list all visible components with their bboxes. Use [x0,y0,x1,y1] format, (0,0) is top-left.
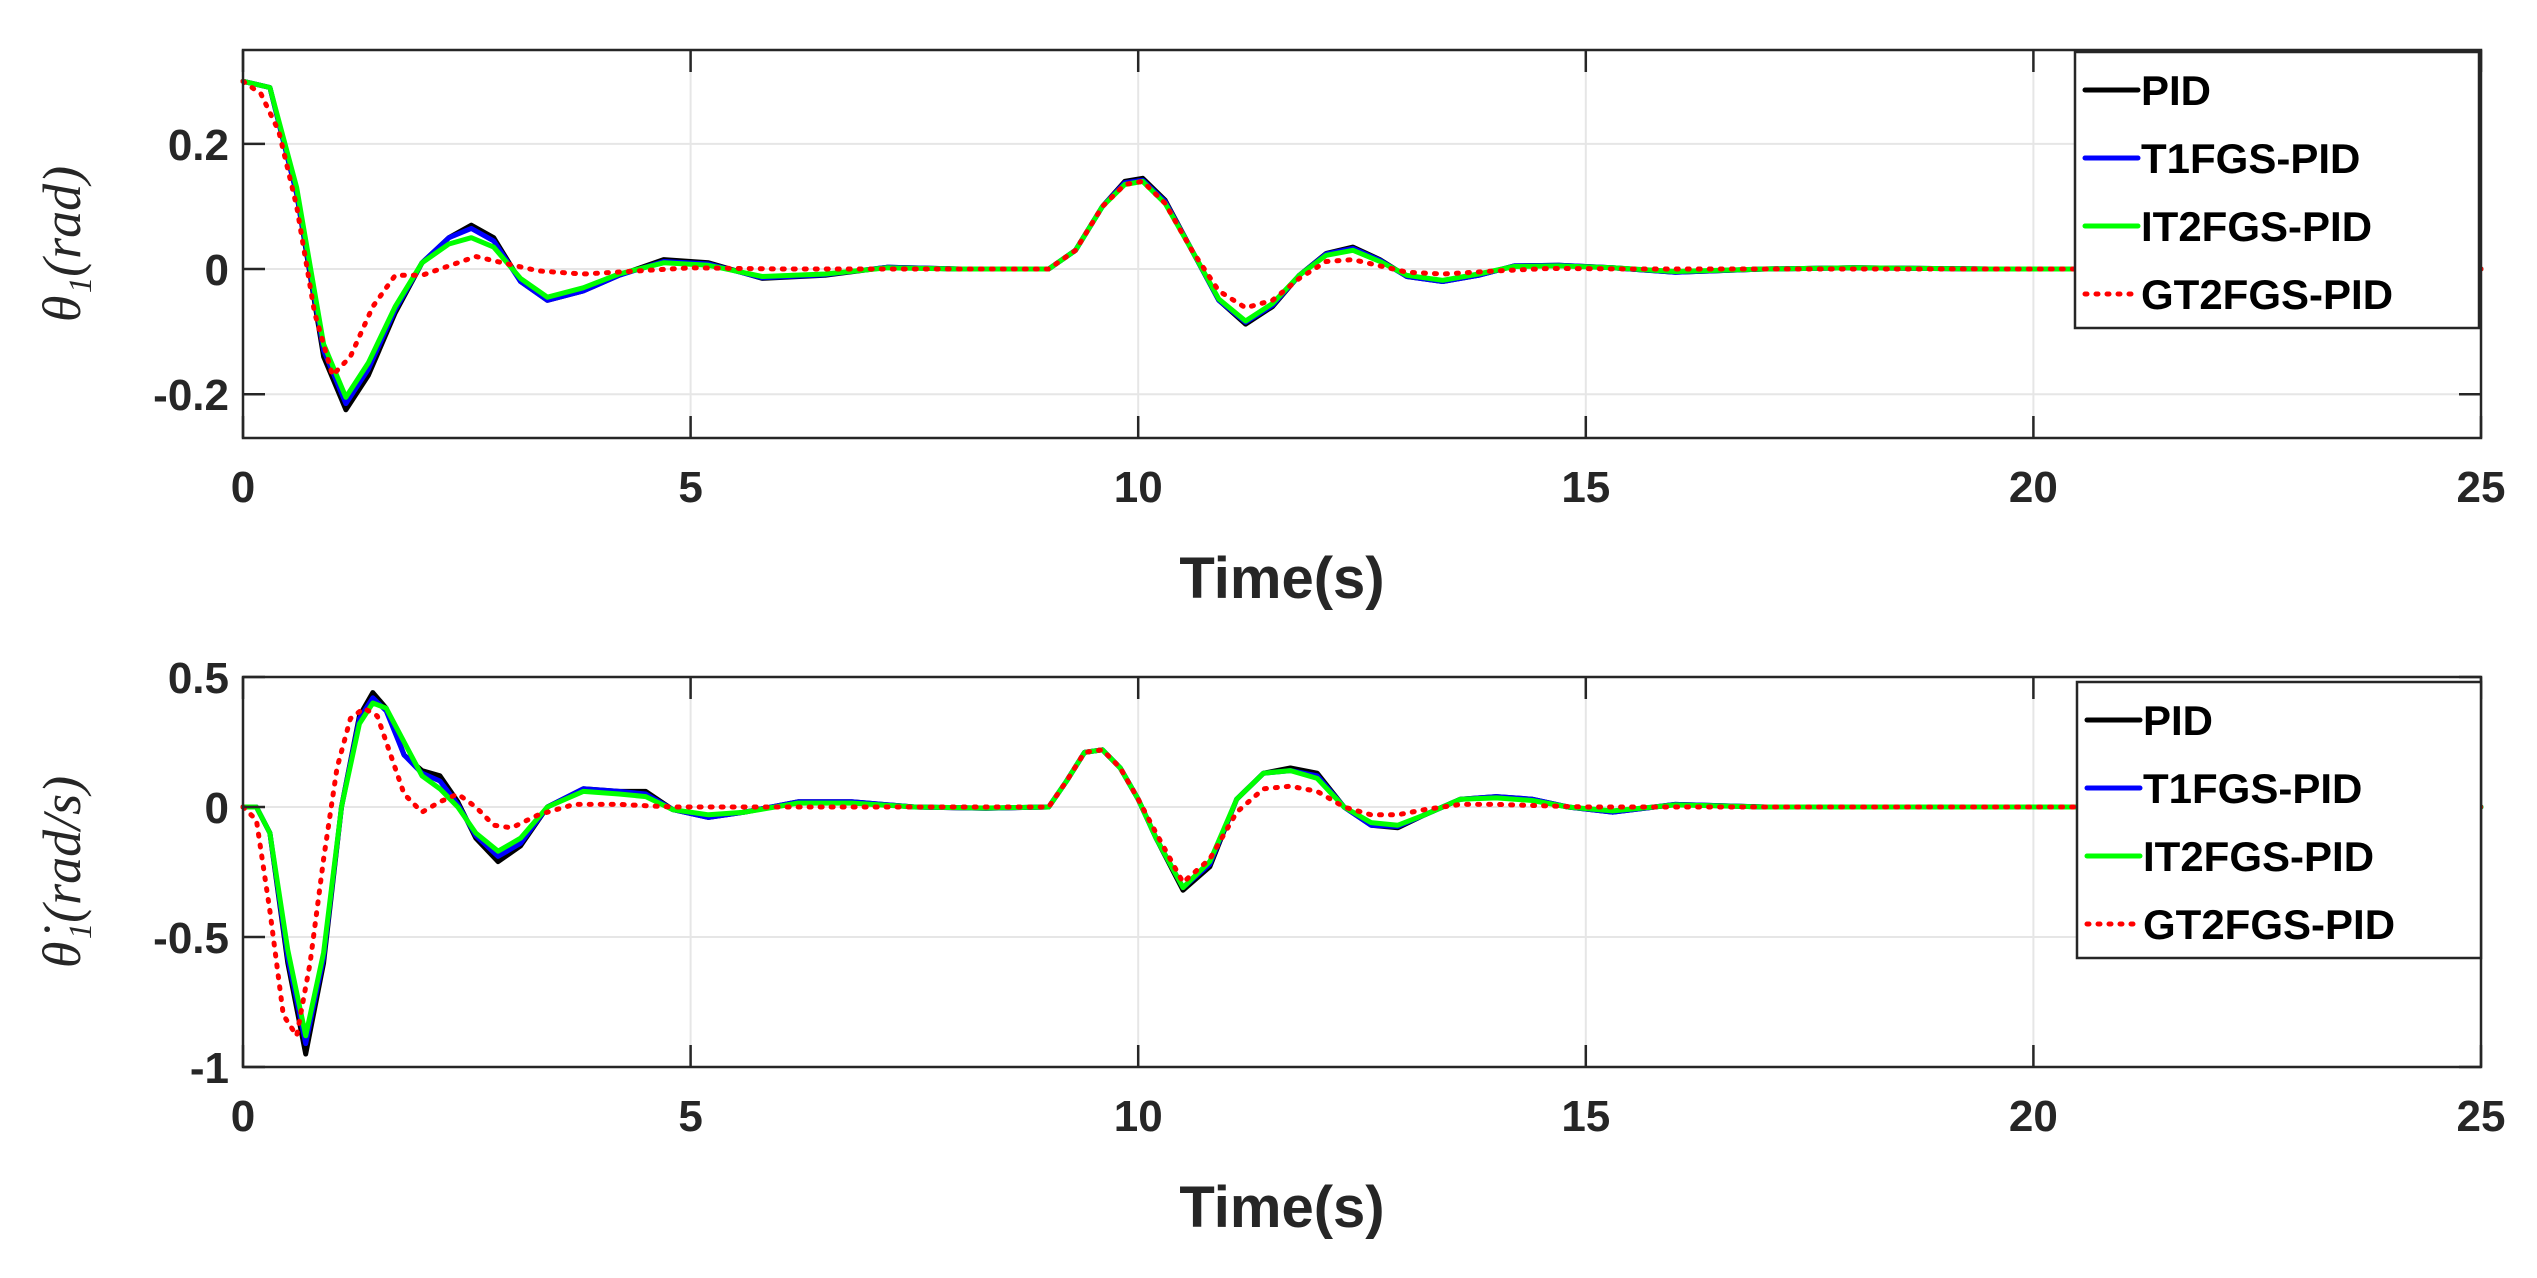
legend-label: GT2FGS-PID [2143,901,2395,948]
x-tick-label: 10 [1114,1092,1163,1141]
legend-label: PID [2143,697,2213,744]
y-tick-label: -1 [190,1044,229,1093]
x-axis-label: Time(s) [1179,546,1384,611]
y-tick-label: 0.5 [168,654,229,703]
legend-box [2075,680,2483,960]
series-line-gt2fgs-pid [240,78,2484,378]
ticks: 0 5 10 15 20 25-0.200.2 [153,50,2505,512]
theta-angle-plot: 0 5 10 15 20 25-0.200.2 Time(s) θ₁(rad) PIDT1… [32,48,2505,611]
series-line-gt2fgs-pid [240,705,2484,1039]
legend: PID T1FGS-PID IT2FGS-PID GT2FGS-PID [2075,680,2483,960]
legend: PID T1FGS-PID IT2FGS-PID GT2FGS-PID [2073,50,2481,330]
legend-label: PID [2141,67,2211,114]
x-tick-label: 10 [1114,463,1163,512]
x-tick-label: 0 [231,463,255,512]
legend-label: IT2FGS-PID [2141,203,2372,250]
y-axis-label: θ̇₁(rad/s) [32,776,92,968]
legend-label: GT2FGS-PID [2141,271,2393,318]
x-tick-label: 20 [2009,463,2058,512]
x-tick-label: 15 [1561,463,1610,512]
y-tick-label: 0.2 [168,121,229,170]
series-lines [240,690,2484,1057]
legend-label: T1FGS-PID [2141,135,2360,182]
x-tick-label: 0 [231,1092,255,1141]
x-tick-label: 25 [2457,1092,2506,1141]
x-tick-label: 25 [2457,463,2506,512]
legend-label: IT2FGS-PID [2143,833,2374,880]
x-axis-label: Time(s) [1179,1175,1384,1240]
y-axis-label: θ₁(rad) [32,166,92,322]
axes-box [241,48,2483,440]
legend-label: T1FGS-PID [2143,765,2362,812]
x-tick-label: 5 [678,1092,702,1141]
x-tick-label: 15 [1561,1092,1610,1141]
x-tick-label: 5 [678,463,702,512]
y-tick-label: -0.5 [153,914,229,963]
series-lines [240,78,2484,413]
y-tick-label: 0 [205,784,229,833]
y-tick-label: -0.2 [153,371,229,420]
x-tick-label: 20 [2009,1092,2058,1141]
theta-velocity-plot: 0 5 10 15 20 25-1-0.500.5 Time(s) θ̇₁(rad/s) … [32,654,2505,1240]
legend-box [2073,50,2481,330]
y-tick-label: 0 [205,246,229,295]
